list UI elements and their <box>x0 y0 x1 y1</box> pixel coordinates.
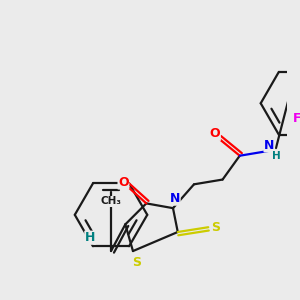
Text: CH₃: CH₃ <box>100 196 122 206</box>
Text: N: N <box>264 139 274 152</box>
Text: S: S <box>132 256 141 269</box>
Text: N: N <box>170 192 180 205</box>
Text: F: F <box>293 112 300 125</box>
Text: S: S <box>212 221 220 234</box>
Text: O: O <box>118 176 129 189</box>
Text: O: O <box>210 127 220 140</box>
Text: H: H <box>272 151 280 161</box>
Text: H: H <box>85 231 95 244</box>
